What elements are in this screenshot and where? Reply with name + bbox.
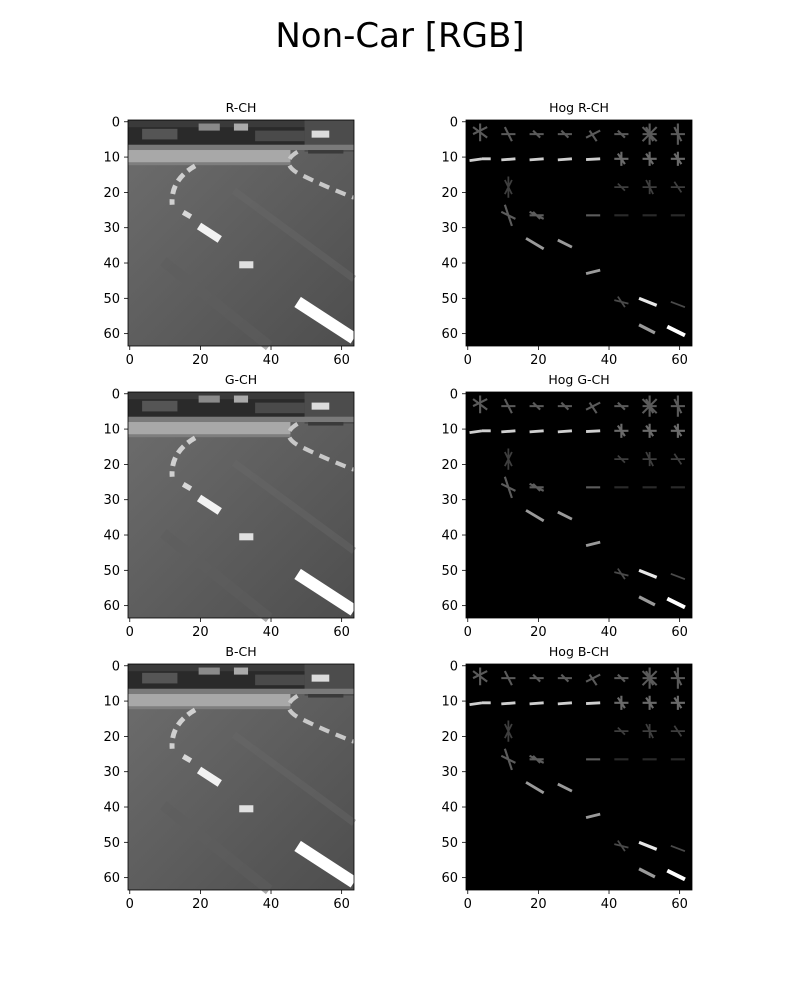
y-tick-label: 20 <box>441 730 458 745</box>
y-tick-label: 10 <box>103 151 120 166</box>
y-tick-label: 20 <box>441 458 458 473</box>
hog-image <box>464 662 694 892</box>
axes-frame <box>465 663 693 891</box>
subplot-b-ch: B-CH 0 10 20 30 40 50 60 0 20 40 60 <box>103 644 357 912</box>
x-tick-label: 20 <box>192 353 209 368</box>
y-tick-label: 50 <box>441 564 458 579</box>
y-tick-label: 0 <box>450 659 458 674</box>
y-tick-label: 40 <box>103 529 120 544</box>
y-tick-label: 10 <box>441 423 458 438</box>
y-tick-label: 50 <box>441 836 458 851</box>
y-tick-label: 20 <box>103 730 120 745</box>
x-tick-label: 60 <box>333 625 350 640</box>
y-tick-label: 20 <box>441 186 458 201</box>
y-tick-label: 60 <box>441 599 458 614</box>
x-tick-label: 20 <box>192 897 209 912</box>
y-tick-label: 50 <box>103 564 120 579</box>
subplot-title: B-CH <box>225 644 256 659</box>
y-tick-label: 60 <box>103 871 120 886</box>
y-tick-label: 50 <box>441 292 458 307</box>
subplot-hog-b-ch: Hog B-CH 0 10 20 30 40 50 60 0 20 40 60 <box>441 644 694 912</box>
subplot-grid: R-CH 0 10 20 30 40 50 60 0 20 40 60 Hog R-CH 0 10 20 30 4… <box>103 100 694 912</box>
channel-image <box>128 120 357 346</box>
subplot-title: G-CH <box>225 372 257 387</box>
y-tick-label: 10 <box>103 695 120 710</box>
y-tick-label: 20 <box>103 458 120 473</box>
y-tick-label: 0 <box>450 115 458 130</box>
x-tick-label: 60 <box>333 353 350 368</box>
axes-frame <box>127 663 355 891</box>
x-tick-label: 0 <box>126 353 134 368</box>
y-tick-label: 60 <box>441 327 458 342</box>
subplot-g-ch: G-CH 0 10 20 30 40 50 60 0 20 40 60 <box>103 372 357 640</box>
x-tick-label: 40 <box>601 353 618 368</box>
y-tick-label: 10 <box>441 151 458 166</box>
x-tick-label: 40 <box>263 625 280 640</box>
subplot-title: Hog G-CH <box>548 372 609 387</box>
channel-image <box>128 392 357 618</box>
y-tick-label: 60 <box>441 871 458 886</box>
y-tick-label: 60 <box>103 327 120 342</box>
x-tick-label: 0 <box>126 897 134 912</box>
axes-frame <box>465 391 693 619</box>
y-tick-label: 10 <box>103 423 120 438</box>
subplot-hog-r-ch: Hog R-CH 0 10 20 30 40 50 60 0 20 40 60 <box>441 100 694 368</box>
y-tick-label: 40 <box>103 801 120 816</box>
y-tick-label: 0 <box>112 387 120 402</box>
x-tick-label: 60 <box>671 625 688 640</box>
axes-frame <box>127 391 355 619</box>
subplot-title: Hog R-CH <box>549 100 609 115</box>
x-tick-label: 20 <box>530 353 547 368</box>
x-tick-label: 60 <box>671 897 688 912</box>
y-tick-label: 30 <box>103 765 120 780</box>
y-tick-label: 50 <box>103 292 120 307</box>
x-tick-label: 40 <box>601 897 618 912</box>
x-tick-label: 0 <box>464 353 472 368</box>
x-tick-label: 60 <box>671 353 688 368</box>
y-tick-label: 10 <box>441 695 458 710</box>
x-tick-label: 0 <box>464 625 472 640</box>
y-tick-label: 40 <box>441 801 458 816</box>
x-tick-label: 20 <box>530 897 547 912</box>
channel-image <box>128 664 357 890</box>
y-tick-label: 0 <box>450 387 458 402</box>
y-tick-label: 0 <box>112 659 120 674</box>
hog-image <box>464 118 694 348</box>
x-tick-label: 20 <box>192 625 209 640</box>
x-tick-label: 40 <box>601 625 618 640</box>
subplot-title: R-CH <box>226 100 257 115</box>
y-tick-label: 30 <box>103 493 120 508</box>
x-tick-label: 40 <box>263 353 280 368</box>
y-tick-label: 30 <box>441 221 458 236</box>
x-tick-label: 20 <box>530 625 547 640</box>
x-tick-label: 60 <box>333 897 350 912</box>
y-tick-label: 30 <box>441 493 458 508</box>
y-tick-label: 20 <box>103 186 120 201</box>
y-tick-label: 0 <box>112 115 120 130</box>
y-tick-label: 30 <box>441 765 458 780</box>
x-tick-label: 0 <box>464 897 472 912</box>
y-tick-label: 30 <box>103 221 120 236</box>
subplot-r-ch: R-CH 0 10 20 30 40 50 60 0 20 40 60 <box>103 100 357 368</box>
y-tick-label: 40 <box>441 257 458 272</box>
y-tick-label: 40 <box>103 257 120 272</box>
subplot-title: Hog B-CH <box>549 644 609 659</box>
axes-frame <box>465 119 693 347</box>
y-tick-label: 50 <box>103 836 120 851</box>
x-tick-label: 40 <box>263 897 280 912</box>
hog-image <box>464 390 694 620</box>
y-tick-label: 60 <box>103 599 120 614</box>
axes-frame <box>127 119 355 347</box>
figure-title: Non-Car [RGB] <box>275 16 524 56</box>
y-tick-label: 40 <box>441 529 458 544</box>
x-tick-label: 0 <box>126 625 134 640</box>
subplot-hog-g-ch: Hog G-CH 0 10 20 30 40 50 60 0 20 40 60 <box>441 372 694 640</box>
